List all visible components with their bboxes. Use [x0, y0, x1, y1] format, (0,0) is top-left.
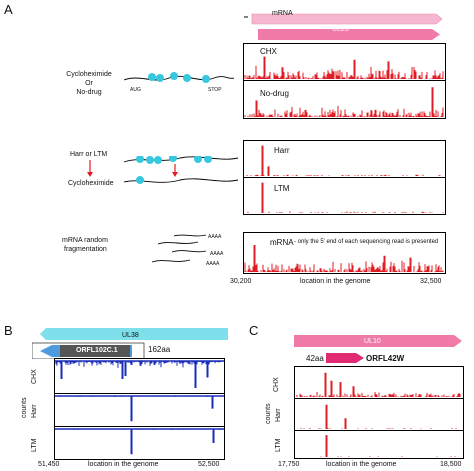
row3-label-1: mRNA random — [62, 237, 108, 244]
track-a-ltm: LTM — [243, 177, 446, 215]
panel-a-x-start: 30,200 — [230, 278, 252, 285]
track-note-mrna: - only the 5' end of each sequencing rea… — [294, 239, 439, 245]
panel-a-letter: A — [4, 2, 13, 17]
ribosome-schematic-1 — [124, 72, 234, 83]
track-b-harr — [54, 393, 225, 427]
aaaa-label-1: AAAA — [208, 234, 222, 240]
track-label-ltm: LTM — [274, 184, 290, 193]
panel-a-gene-arrows — [244, 13, 443, 40]
panel-a-x-label: location in the genome — [300, 278, 371, 285]
mrna-arrow-label: mRNA — [272, 10, 293, 17]
track-label-nodrug: No-drug — [260, 89, 289, 98]
panel-c-chx-label: CHX — [273, 377, 280, 392]
panel-c-x-end: 18,500 — [440, 461, 462, 468]
track-a-chx: CHX — [243, 43, 446, 81]
aaaa-label-3: AAAA — [206, 261, 220, 267]
panel-b-x-label: location in the genome — [88, 461, 159, 468]
track-b-chx — [54, 358, 225, 394]
panel-c-x-start: 17,750 — [278, 461, 300, 468]
panel-b-counts-label: counts — [21, 397, 28, 418]
ul25-arrow-label: UL25 — [332, 26, 349, 33]
ul10-label: UL10 — [364, 338, 381, 345]
track-label-mrna: mRNA — [270, 238, 294, 247]
track-c-ltm — [294, 430, 464, 459]
panel-c-gene-arrows — [294, 335, 462, 363]
track-label-harr: Harr — [274, 146, 290, 155]
panel-c-harr-label: Harr — [275, 408, 282, 422]
ribosome-schematic-2 — [87, 156, 239, 184]
track-c-harr — [294, 398, 464, 431]
panel-c-counts-label: counts — [265, 403, 272, 424]
row2-label-1: Harr or LTM — [70, 151, 108, 158]
fragmentation-schematic — [151, 234, 207, 263]
panel-b-ltm-label: LTM — [31, 438, 38, 452]
panel-c-ltm-label: LTM — [275, 438, 282, 452]
orfl42w-length: 42aa — [306, 354, 324, 363]
panel-b-x-end: 52,500 — [198, 461, 220, 468]
row1-label-1: Cycloheximide — [66, 71, 112, 78]
panel-b-gene-arrows — [32, 328, 228, 359]
stop-label: STOP — [208, 87, 222, 93]
row3-label-2: fragmentation — [64, 246, 107, 253]
panel-b-x-start: 51,450 — [38, 461, 60, 468]
ul38-label: UL38 — [122, 332, 139, 339]
row2-label-2: Cycloheximide — [68, 180, 114, 187]
track-a-harr: Harr — [243, 140, 446, 178]
orfl102-length: 162aa — [148, 345, 171, 354]
aug-label: AUG — [130, 87, 141, 93]
track-a-mrna: mRNA - only the 5' end of each sequencin… — [243, 232, 446, 274]
aaaa-label-2: AAAA — [210, 251, 224, 257]
track-b-ltm — [54, 426, 225, 460]
panel-c-x-label: location in the genome — [326, 461, 397, 468]
orfl42w-label: ORFL42W — [366, 354, 405, 363]
row1-label-3: No-drug — [76, 89, 102, 96]
panel-c-letter: C — [249, 323, 259, 338]
panel-b-chx-label: CHX — [31, 369, 38, 384]
panel-a-x-end: 32,500 — [420, 278, 442, 285]
panel-b-harr-label: Harr — [31, 404, 38, 418]
row1-label-2: Or — [85, 80, 93, 87]
orfl102-label: ORFL102C.1 — [76, 347, 118, 354]
panel-b-letter: B — [4, 323, 13, 338]
track-label-chx: CHX — [260, 47, 277, 56]
track-c-chx — [294, 366, 464, 399]
track-a-nodrug: No-drug — [243, 80, 446, 119]
